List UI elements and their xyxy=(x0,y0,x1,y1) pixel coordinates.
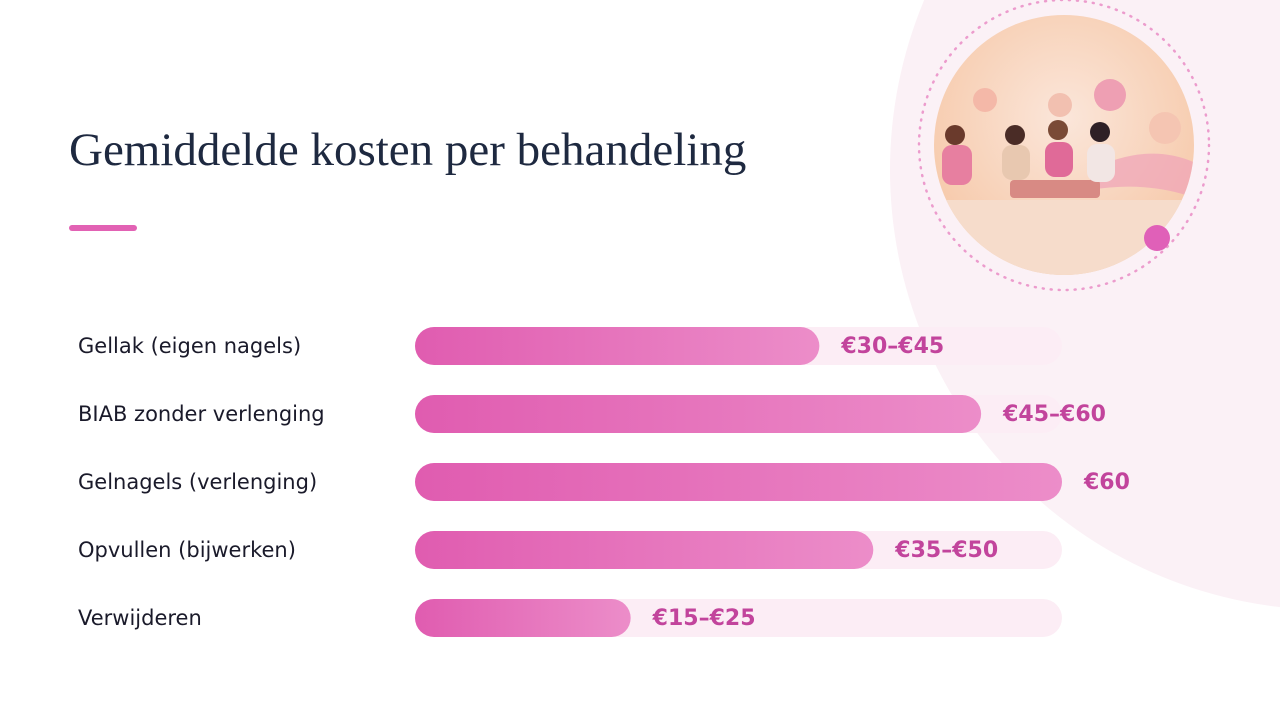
title-underline xyxy=(69,225,137,231)
bar xyxy=(415,395,982,433)
slide-title: Gemiddelde kosten per behandeling xyxy=(69,124,746,176)
category-label: Gelnagels (verlenging) xyxy=(78,470,317,494)
category-label: Verwijderen xyxy=(78,606,202,630)
accent-dot xyxy=(1144,225,1170,251)
category-label: BIAB zonder verlenging xyxy=(78,402,325,426)
bar xyxy=(415,463,1062,501)
bar-chart: Gellak (eigen nagels) €30–€45 BIAB zonder … xyxy=(78,327,1130,637)
value-label: €30–€45 xyxy=(840,334,944,359)
bar xyxy=(415,531,874,569)
category-label: Opvullen (bijwerken) xyxy=(78,538,296,562)
value-label: €15–€25 xyxy=(652,606,756,631)
bar xyxy=(415,327,820,365)
value-label: €60 xyxy=(1083,470,1130,495)
value-label: €35–€50 xyxy=(894,538,998,563)
category-label: Gellak (eigen nagels) xyxy=(78,334,301,358)
dotted-ring xyxy=(917,0,1211,292)
value-label: €45–€60 xyxy=(1002,402,1106,427)
bar xyxy=(415,599,631,637)
